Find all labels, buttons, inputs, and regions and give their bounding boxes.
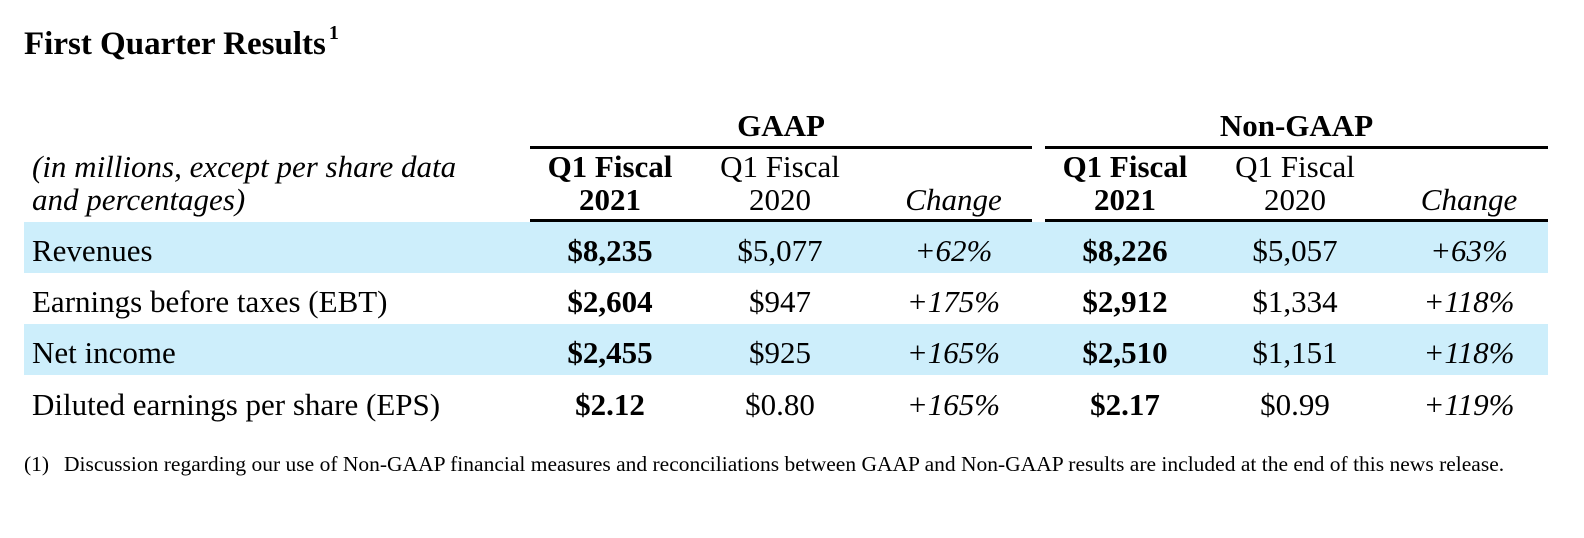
- footnote: (1) Discussion regarding our use of Non-…: [24, 450, 1554, 478]
- gaap-q1-2021-value: $8,235: [567, 233, 653, 268]
- gaap-q1-2021-value: $2,455: [567, 335, 653, 370]
- row-label: Revenues: [32, 233, 153, 268]
- non-gaap-q1-2020-value: $5,057: [1252, 233, 1338, 268]
- row-label: Net income: [32, 335, 176, 370]
- non-gaap-q1-2021-value: $8,226: [1082, 233, 1168, 268]
- gaap-change-value: +165%: [906, 387, 1001, 422]
- gaap-group-rule: [530, 146, 1032, 149]
- non-gaap-change-value: +118%: [1423, 284, 1515, 319]
- non-gaap-change-header: Change: [1420, 182, 1518, 217]
- title-footnote-marker: 1: [328, 22, 339, 44]
- non-gaap-q1-2020-value: $0.99: [1260, 387, 1330, 422]
- gaap-q1-2021-value: $2.12: [575, 387, 645, 422]
- non-gaap-q1-2020-value: $1,334: [1252, 284, 1338, 319]
- unit-label: (in millions, except per share data and …: [32, 149, 457, 217]
- non-gaap-q1-2021-value: $2,510: [1082, 335, 1168, 370]
- non-gaap-group-rule: [1045, 146, 1548, 149]
- gaap-q1-2020-value: $947: [749, 284, 811, 319]
- gaap-change-value: +62%: [914, 233, 993, 268]
- gaap-q1-2020-header: Q1 Fiscal 2020: [720, 149, 840, 217]
- non-gaap-q1-2021-header: Q1 Fiscal 2021: [1062, 149, 1188, 217]
- non-gaap-change-value: +118%: [1423, 335, 1515, 370]
- gaap-change-header: Change: [905, 182, 1002, 217]
- non-gaap-q1-2021-value: $2,912: [1082, 284, 1168, 319]
- row-label: Diluted earnings per share (EPS): [32, 387, 441, 422]
- non-gaap-group-header: Non-GAAP: [1219, 108, 1374, 143]
- non-gaap-q1-2021-value: $2.17: [1090, 387, 1160, 422]
- non-gaap-header-rule: [1045, 219, 1548, 222]
- non-gaap-q1-2020-value: $1,151: [1252, 335, 1338, 370]
- gaap-change-value: +165%: [906, 335, 1001, 370]
- row-highlight: [24, 324, 1548, 375]
- non-gaap-change-value: +119%: [1423, 387, 1515, 422]
- non-gaap-change-value: +63%: [1430, 233, 1508, 268]
- gaap-header-rule: [530, 219, 1032, 222]
- footnote-text: Discussion regarding our use of Non-GAAP…: [64, 452, 1505, 476]
- page-title: First Quarter Results 1: [24, 22, 339, 62]
- gaap-q1-2020-value: $925: [749, 335, 811, 370]
- gaap-q1-2021-value: $2,604: [567, 284, 653, 319]
- gaap-change-value: +175%: [906, 284, 1001, 319]
- gaap-q1-2020-value: $0.80: [745, 387, 815, 422]
- gaap-q1-2021-header: Q1 Fiscal 2021: [547, 149, 673, 217]
- non-gaap-q1-2020-header: Q1 Fiscal 2020: [1235, 149, 1355, 217]
- footnote-number: (1): [24, 452, 50, 476]
- gaap-q1-2020-value: $5,077: [737, 233, 823, 268]
- row-highlight: [24, 222, 1548, 273]
- gaap-group-header: GAAP: [737, 108, 825, 143]
- row-label: Earnings before taxes (EBT): [32, 284, 388, 319]
